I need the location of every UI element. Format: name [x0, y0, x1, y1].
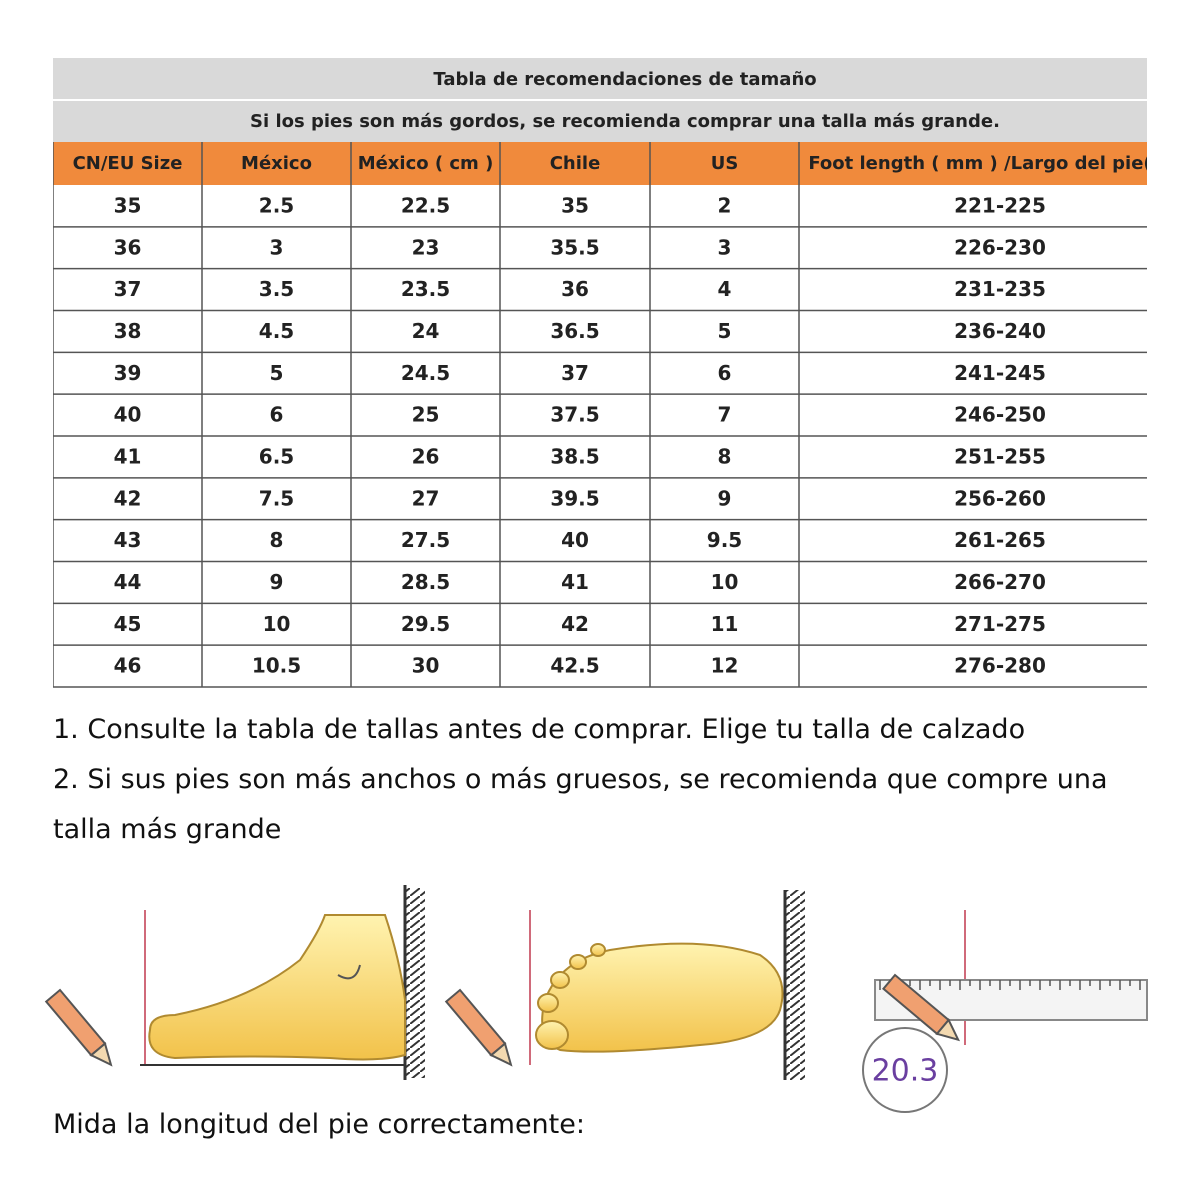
note: 1. Consulte la tabla de tallas antes de … — [53, 714, 1025, 745]
cell: 39 — [114, 361, 142, 385]
cell: 5 — [718, 319, 732, 343]
cell: 22.5 — [401, 193, 450, 217]
illustration: 20.3 — [44, 885, 1148, 1113]
cell: 11 — [711, 612, 739, 636]
cell: 246-250 — [954, 403, 1046, 427]
cell: 39.5 — [550, 486, 599, 510]
cell: 26 — [412, 444, 440, 468]
cell: 10 — [263, 612, 291, 636]
cell: 30 — [412, 654, 440, 678]
cell: 241-245 — [954, 361, 1046, 385]
cell: 266-270 — [954, 570, 1046, 594]
measure-label: 20.3 — [872, 1054, 939, 1089]
cell: 35 — [561, 193, 589, 217]
note: talla más grande — [53, 814, 281, 845]
cell: 27.5 — [401, 528, 450, 552]
cell: 9 — [718, 486, 732, 510]
cell: 221-225 — [954, 193, 1046, 217]
cell: 261-265 — [954, 528, 1046, 552]
cell: 29.5 — [401, 612, 450, 636]
cell: 46 — [114, 654, 142, 678]
cell: 6 — [718, 361, 732, 385]
cell: 236-240 — [954, 319, 1046, 343]
cell: 37.5 — [550, 403, 599, 427]
cell: 2 — [718, 193, 732, 217]
header-cell: México ( cm ) — [358, 153, 494, 174]
cell: 27 — [412, 486, 440, 510]
cell: 43 — [114, 528, 142, 552]
cell: 3.5 — [259, 277, 294, 301]
cell: 231-235 — [954, 277, 1046, 301]
cell: 3 — [270, 235, 284, 259]
cell: 276-280 — [954, 654, 1046, 678]
cell: 41 — [114, 444, 142, 468]
note: 2. Si sus pies son más anchos o más grue… — [53, 764, 1108, 795]
header-cell: Chile — [550, 153, 601, 174]
cell: 7.5 — [259, 486, 294, 510]
cell: 9 — [270, 570, 284, 594]
cell: 38.5 — [550, 444, 599, 468]
cell: 37 — [114, 277, 142, 301]
cell: 41 — [561, 570, 589, 594]
title-row — [53, 58, 1147, 100]
cell: 36 — [114, 235, 142, 259]
table-title: Tabla de recomendaciones de tamaño — [433, 69, 816, 90]
cell: 42 — [561, 612, 589, 636]
cell: 10.5 — [252, 654, 301, 678]
cell: 36 — [561, 277, 589, 301]
cell: 37 — [561, 361, 589, 385]
cell: 226-230 — [954, 235, 1046, 259]
cell: 36.5 — [550, 319, 599, 343]
cell: 12 — [711, 654, 739, 678]
header-cell: CN/EU Size — [73, 153, 183, 174]
header-cell: US — [711, 153, 739, 174]
header-cell: México — [241, 153, 312, 174]
table-subtitle: Si los pies son más gordos, se recomiend… — [250, 111, 1000, 132]
cell: 28.5 — [401, 570, 450, 594]
cell: 24 — [412, 319, 440, 343]
subtitle-row — [53, 100, 1147, 142]
cell: 8 — [270, 528, 284, 552]
cell: 4.5 — [259, 319, 294, 343]
footer-text: Mida la longitud del pie correctamente: — [53, 1109, 585, 1140]
cell: 44 — [114, 570, 142, 594]
cell: 24.5 — [401, 361, 450, 385]
cell: 271-275 — [954, 612, 1046, 636]
cell: 251-255 — [954, 444, 1046, 468]
cell: 40 — [114, 403, 142, 427]
cell: 38 — [114, 319, 142, 343]
cell: 5 — [270, 361, 284, 385]
cell: 23 — [412, 235, 440, 259]
cell: 42.5 — [550, 654, 599, 678]
cell: 2.5 — [259, 193, 294, 217]
cell: 35.5 — [550, 235, 599, 259]
cell: 35 — [114, 193, 142, 217]
cell: 45 — [114, 612, 142, 636]
header-row — [53, 142, 1147, 185]
size-table: Tabla de recomendaciones de tamaño Si lo… — [53, 58, 1151, 688]
cell: 9.5 — [707, 528, 742, 552]
cell: 6 — [270, 403, 284, 427]
cell: 25 — [412, 403, 440, 427]
cell: 6.5 — [259, 444, 294, 468]
cell: 42 — [114, 486, 142, 510]
cell: 8 — [718, 444, 732, 468]
cell: 4 — [718, 277, 732, 301]
cell: 7 — [718, 403, 732, 427]
cell: 10 — [711, 570, 739, 594]
cell: 3 — [718, 235, 732, 259]
cell: 256-260 — [954, 486, 1046, 510]
cell: 23.5 — [401, 277, 450, 301]
cell: 40 — [561, 528, 589, 552]
header-cell: Foot length ( mm ) /Largo del pie( — [808, 153, 1151, 174]
